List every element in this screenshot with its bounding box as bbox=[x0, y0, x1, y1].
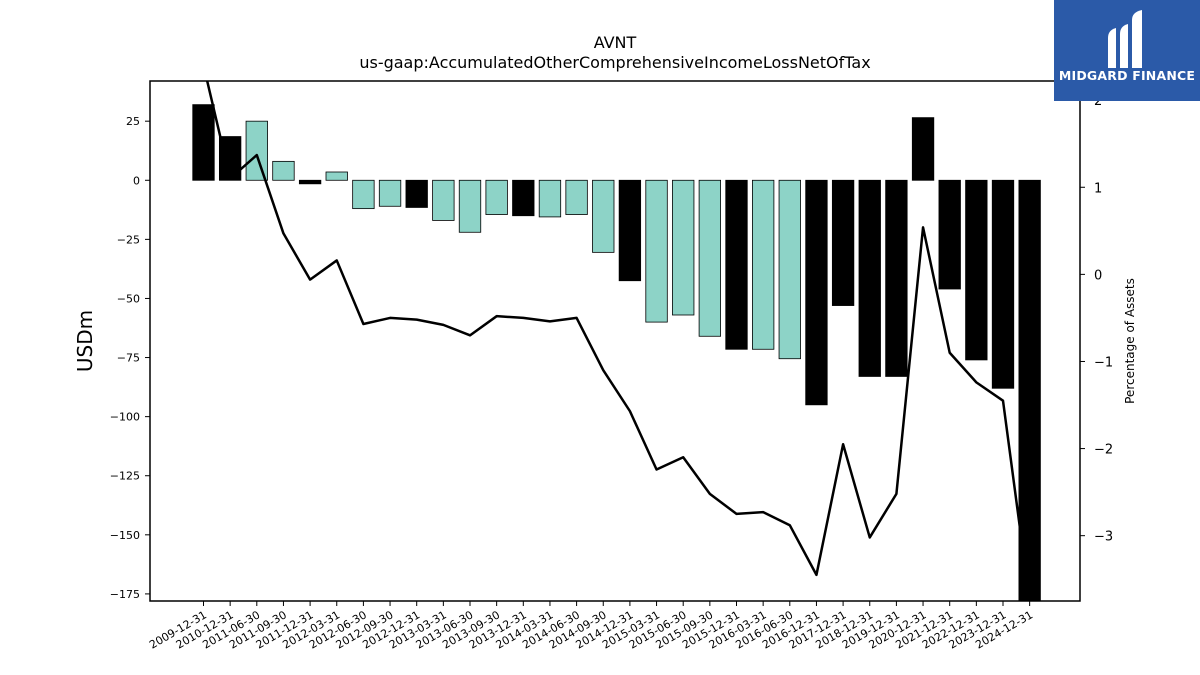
bar bbox=[752, 179, 775, 350]
bar bbox=[645, 179, 668, 323]
line-series bbox=[205, 81, 1031, 601]
bar bbox=[592, 179, 615, 253]
y2-tick-label: −2 bbox=[1094, 443, 1113, 458]
bar-series bbox=[192, 104, 1041, 602]
y-tick-label: −150 bbox=[110, 529, 140, 542]
chart-subtitle: us-gaap:AccumulatedOtherComprehensiveInc… bbox=[359, 53, 870, 72]
bar bbox=[778, 179, 801, 360]
bar bbox=[831, 179, 855, 306]
y-tick-label: −125 bbox=[110, 470, 140, 483]
bar bbox=[538, 179, 562, 218]
bar bbox=[672, 179, 695, 316]
logo-mark-icon bbox=[1108, 10, 1142, 68]
y2-tick-label: 2 bbox=[1094, 94, 1102, 109]
bar bbox=[938, 179, 961, 290]
bar bbox=[618, 179, 642, 282]
y-axis-label: USDm bbox=[73, 310, 97, 372]
y2-tick-label: −3 bbox=[1094, 530, 1113, 545]
bar bbox=[352, 179, 375, 210]
bar bbox=[965, 179, 988, 361]
y2-tick-label: 1 bbox=[1094, 181, 1102, 196]
logo: MIDGARD FINANCE bbox=[1054, 0, 1200, 101]
bar bbox=[272, 160, 295, 181]
bar bbox=[805, 179, 828, 406]
bar bbox=[885, 179, 908, 377]
bar bbox=[512, 179, 535, 217]
y-tick-label: −75 bbox=[117, 352, 140, 365]
bar bbox=[245, 120, 268, 181]
y2-tick-label: −1 bbox=[1094, 355, 1113, 370]
y-tick-label: −100 bbox=[110, 411, 140, 424]
bar bbox=[858, 179, 881, 377]
bar bbox=[565, 179, 588, 215]
bar bbox=[432, 179, 455, 221]
logo-text: MIDGARD FINANCE bbox=[1058, 68, 1196, 83]
bar bbox=[991, 179, 1015, 389]
chart-title: AVNT bbox=[594, 33, 637, 52]
bar bbox=[218, 136, 242, 181]
y-tick-label: 0 bbox=[133, 174, 140, 187]
bar bbox=[485, 179, 508, 215]
bar bbox=[458, 179, 482, 233]
y2-tick-label: 0 bbox=[1094, 268, 1102, 283]
bar bbox=[405, 179, 428, 208]
y-tick-label: −50 bbox=[117, 292, 140, 305]
bar bbox=[378, 179, 402, 207]
bar bbox=[325, 171, 348, 181]
y-tick-label: 25 bbox=[126, 115, 140, 128]
bar bbox=[698, 179, 721, 337]
y2-axis-label: Percentage of Assets bbox=[1123, 278, 1137, 404]
bar bbox=[192, 104, 215, 181]
bar bbox=[298, 179, 322, 185]
plot-frame bbox=[149, 80, 1081, 602]
y-tick-label: −25 bbox=[117, 233, 140, 246]
y-tick-label: −175 bbox=[110, 588, 140, 601]
bar bbox=[911, 117, 935, 181]
percentage-line bbox=[205, 81, 1031, 601]
bar bbox=[725, 179, 748, 350]
